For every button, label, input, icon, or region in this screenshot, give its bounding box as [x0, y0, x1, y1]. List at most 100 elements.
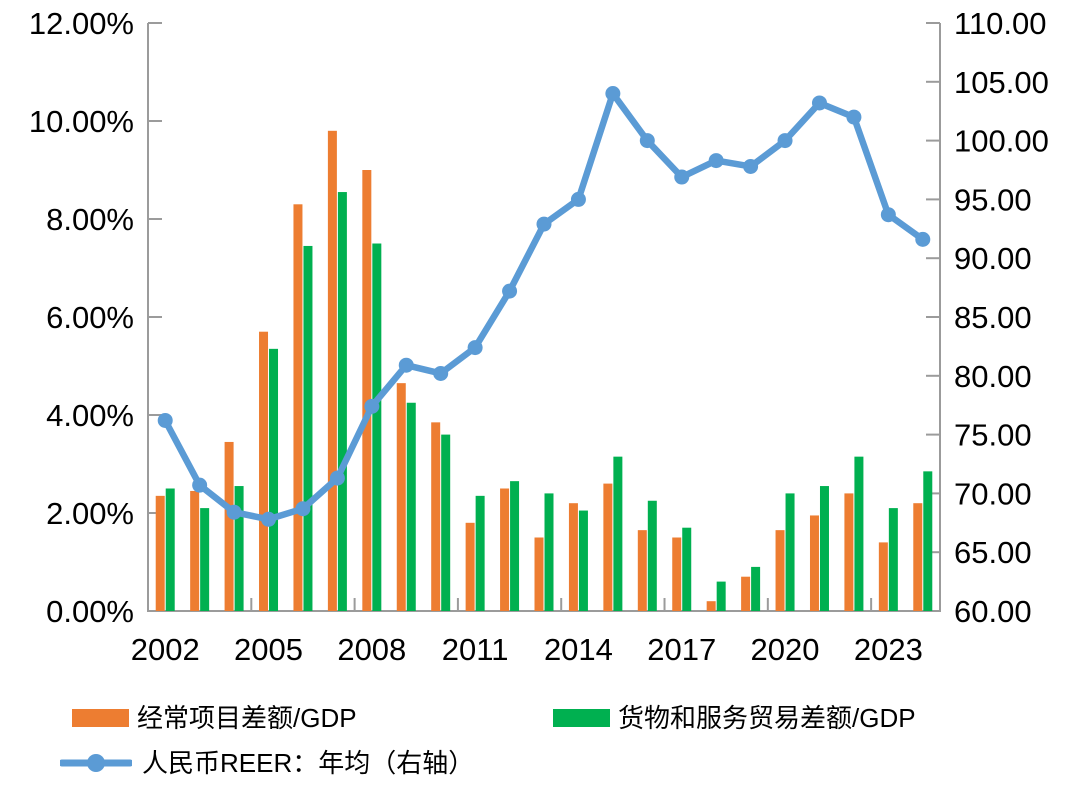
bar-trade-balance-2002 — [165, 488, 175, 611]
left-axis-tick-label: 2.00% — [46, 496, 134, 531]
left-axis-tick-label: 10.00% — [29, 104, 134, 139]
bar-current-account-2008 — [362, 170, 372, 611]
bar-current-account-2018 — [706, 601, 716, 611]
bar-trade-balance-2017 — [682, 527, 692, 611]
left-axis-tick-label: 12.00% — [29, 6, 134, 41]
bar-trade-balance-2008 — [372, 243, 382, 611]
reer-marker-2004 — [226, 504, 242, 520]
reer-marker-2018 — [708, 153, 724, 169]
right-axis-tick-label: 70.00 — [954, 476, 1032, 511]
legend-item-reer-line: 人民币REER：年均（右轴） — [60, 748, 474, 778]
x-axis-tick-label: 2023 — [854, 632, 923, 667]
bar-trade-balance-2003 — [200, 508, 210, 611]
reer-marker-2006 — [295, 501, 311, 517]
reer-marker-2017 — [674, 169, 690, 185]
reer-marker-2019 — [743, 158, 759, 174]
right-axis-tick-label: 95.00 — [954, 182, 1032, 217]
reer-marker-2003 — [192, 477, 208, 493]
bar-current-account-2013 — [534, 537, 544, 611]
bar-trade-balance-2007 — [337, 192, 347, 612]
reer-marker-2022 — [846, 109, 862, 125]
left-axis-tick-label: 0.00% — [46, 594, 134, 629]
bar-current-account-2016 — [637, 530, 647, 611]
reer-marker-2012 — [502, 283, 518, 299]
left-axis-tick-label: 8.00% — [46, 202, 134, 237]
reer-marker-2016 — [639, 133, 655, 149]
reer-marker-2010 — [433, 365, 449, 381]
right-axis-tick-label: 65.00 — [954, 535, 1032, 570]
left-axis-tick-label: 4.00% — [46, 398, 134, 433]
bar-current-account-2024 — [913, 503, 923, 611]
bar-trade-balance-2023 — [888, 508, 898, 611]
bar-current-account-2022 — [844, 493, 854, 611]
bar-current-account-2003 — [190, 490, 200, 611]
legend-item-current-account: 经常项目差额/GDP — [72, 703, 357, 733]
reer-marker-2009 — [398, 357, 414, 373]
reer-line — [161, 90, 927, 523]
legend-label-trade-balance: 货物和服务贸易差额/GDP — [618, 703, 916, 733]
bar-current-account-2015 — [603, 483, 613, 611]
x-axis-tick-label: 2020 — [751, 632, 820, 667]
left-axis-tick-label: 6.00% — [46, 300, 134, 335]
bar-current-account-2004 — [224, 441, 234, 611]
legend-item-trade-balance: 货物和服务贸易差额/GDP — [553, 703, 916, 733]
bar-trade-balance-2010 — [441, 434, 451, 611]
right-axis-tick-label: 85.00 — [954, 300, 1032, 335]
bar-trade-balance-2015 — [613, 456, 623, 611]
reer-marker-2014 — [570, 191, 586, 207]
legend-line-marker-symbol — [60, 754, 132, 772]
right-axis-tick-label: 105.00 — [954, 65, 1049, 100]
reer-marker-2021 — [811, 95, 827, 111]
bar-trade-balance-2020 — [785, 493, 795, 611]
legend-swatch-trade-balance-bar — [553, 709, 610, 727]
bar-trade-balance-2019 — [751, 566, 761, 611]
bar-current-account-2011 — [465, 522, 475, 611]
right-axis-tick-label: 100.00 — [954, 124, 1049, 159]
bar-current-account-2002 — [155, 495, 165, 611]
bar-current-account-2012 — [500, 488, 510, 611]
legend-label-reer: 人民币REER：年均（右轴） — [142, 748, 475, 778]
x-axis-tick-label: 2005 — [234, 632, 303, 667]
bar-trade-balance-2018 — [716, 581, 726, 611]
reer-marker-2015 — [605, 86, 621, 102]
right-axis-tick-label: 80.00 — [954, 359, 1032, 394]
reer-marker-2011 — [467, 340, 483, 356]
legend-swatch-current-account-bar — [72, 709, 129, 727]
reer-marker-2023 — [880, 207, 896, 223]
bar-current-account-2020 — [775, 530, 785, 611]
bar-trade-balance-2009 — [406, 402, 416, 611]
reer-marker-2002 — [157, 412, 173, 428]
reer-marker-2008 — [364, 398, 380, 414]
reer-marker-2007 — [329, 470, 345, 486]
bar-trade-balance-2005 — [269, 348, 279, 611]
bar-current-account-2010 — [431, 422, 441, 611]
bar-trade-balance-2024 — [923, 471, 933, 611]
bar-current-account-2009 — [396, 383, 406, 611]
reer-marker-2005 — [261, 511, 277, 527]
bar-trade-balance-2012 — [510, 481, 520, 611]
bar-trade-balance-2016 — [647, 500, 657, 611]
bar-current-account-2017 — [672, 537, 682, 611]
x-axis-tick-label: 2008 — [337, 632, 406, 667]
bar-current-account-2023 — [878, 542, 888, 611]
x-axis-tick-label: 2017 — [647, 632, 716, 667]
right-axis-tick-label: 90.00 — [954, 241, 1032, 276]
bar-trade-balance-2022 — [854, 456, 864, 611]
legend-label-current-account: 经常项目差额/GDP — [137, 703, 357, 733]
x-axis-tick-label: 2014 — [544, 632, 613, 667]
bar-trade-balance-2013 — [544, 493, 554, 611]
reer-marker-2013 — [536, 216, 552, 232]
bar-trade-balance-2004 — [234, 486, 244, 611]
reer-marker-2024 — [915, 231, 931, 247]
bar-current-account-2014 — [568, 503, 578, 611]
bar-trade-balance-2011 — [475, 495, 485, 611]
bar-trade-balance-2021 — [819, 486, 829, 611]
bar-current-account-2006 — [293, 204, 303, 612]
bar-current-account-2021 — [809, 515, 819, 611]
bar-trade-balance-2014 — [578, 510, 588, 611]
bar-current-account-2007 — [327, 130, 337, 612]
right-axis-tick-label: 60.00 — [954, 594, 1032, 629]
x-axis-tick-label: 2002 — [131, 632, 200, 667]
x-axis-tick-label: 2011 — [442, 632, 509, 667]
